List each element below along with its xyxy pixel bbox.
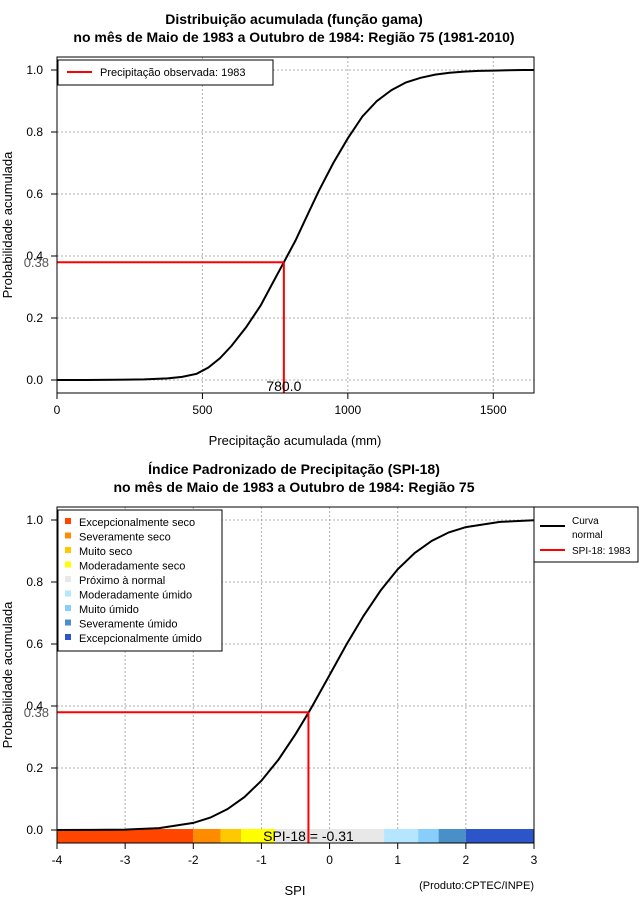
chart2-x-ticks: -4 -3 -2 -1 0 1 2 3 xyxy=(52,843,538,867)
legend-swatch xyxy=(65,590,71,597)
c2-x-tick-label: -2 xyxy=(188,853,199,867)
c2-x-tick-label: -1 xyxy=(256,853,267,867)
legend-item-label: Excepcionalmente úmido xyxy=(79,633,202,645)
chart2: Índice Padronizado de Precipitação (SPI-… xyxy=(0,461,639,898)
c1-y-tick-label: 0.4 xyxy=(26,249,43,263)
legend-swatch xyxy=(65,518,71,524)
spi-category-band xyxy=(384,829,419,843)
legend-swatch xyxy=(65,532,71,539)
legend-swatch xyxy=(65,547,71,553)
c2-y-tick-label: 0.0 xyxy=(26,823,43,837)
chart1-marker-group xyxy=(57,261,285,393)
c1-x-tick-label: 0 xyxy=(54,403,61,417)
chart1: Distribuição acumulada (função gama) no … xyxy=(0,11,535,448)
chart1-gamma-curve xyxy=(57,69,534,381)
chart2-credit: (Produto:CPTEC/INPE) xyxy=(419,880,534,892)
c1-y-tick-label: 0.2 xyxy=(26,311,43,325)
chart2-category-bands xyxy=(57,829,534,843)
c2-x-tick-label: 3 xyxy=(531,853,538,867)
chart2-category-legend-box xyxy=(57,509,223,652)
spi-category-band xyxy=(465,829,534,843)
legend-swatch xyxy=(65,561,71,568)
chart2-annotation-spi-value: SPI-18 = -0.31 xyxy=(263,828,354,844)
c1-y-tick-label: 0.8 xyxy=(26,125,43,139)
legend-item-label: Severamente úmido xyxy=(79,619,177,631)
c2-y-tick-label: 1.0 xyxy=(26,513,43,527)
chart1-annotation-x-value: 780.0 xyxy=(266,378,301,394)
chart2-plot-frame xyxy=(56,506,535,844)
c2-x-tick-label: 2 xyxy=(463,853,470,867)
spi-category-band xyxy=(57,829,194,843)
chart2-title: Índice Padronizado de Precipitação (SPI-… xyxy=(148,461,440,477)
chart2-legend-curve-label-2: normal xyxy=(572,530,603,541)
legend-swatch xyxy=(65,619,71,626)
c2-x-tick-label: 1 xyxy=(394,853,401,867)
c2-y-tick-label: 0.2 xyxy=(26,761,43,775)
chart2-legend-curve-label-1: Curva xyxy=(572,516,599,527)
chart1-legend-label: Precipitação observada: 1983 xyxy=(100,67,246,79)
legend-swatch xyxy=(65,605,71,611)
legend-item-label: Excepcionalmente seco xyxy=(79,517,195,529)
chart2-subtitle: no mês de Maio de 1983 a Outubro de 1984… xyxy=(113,479,474,495)
chart2-annotation-y-value: 0.38 xyxy=(24,705,49,720)
chart2-normal-curve xyxy=(56,519,535,831)
chart1-x-ticks: 0 500 1000 1500 xyxy=(54,393,507,417)
chart2-legend-spi-label: SPI-18: 1983 xyxy=(572,546,631,557)
chart2-curve-legend: Curva normal SPI-18: 1983 xyxy=(533,506,639,563)
chart1-subtitle: no mês de Maio de 1983 a Outubro de 1984… xyxy=(73,29,514,45)
chart1-y-ticks: 0.0 0.2 0.4 0.6 0.8 1.0 xyxy=(26,63,57,387)
c1-x-tick-label: 1000 xyxy=(335,403,362,417)
spi-category-band xyxy=(418,829,439,843)
c2-x-tick-label: -3 xyxy=(120,853,131,867)
spi-category-band xyxy=(240,829,276,843)
chart1-annotation-y-value: 0.38 xyxy=(24,255,49,270)
spi-category-band xyxy=(193,829,221,843)
legend-item-label: Severamente seco xyxy=(79,532,171,544)
c2-y-tick-label: 0.4 xyxy=(26,699,43,713)
c1-y-tick-label: 0.6 xyxy=(26,187,43,201)
c1-x-tick-label: 1500 xyxy=(480,403,507,417)
c1-x-tick-label: 500 xyxy=(192,403,212,417)
legend-item-label: Moderadamente seco xyxy=(79,561,185,573)
spi-category-band xyxy=(220,829,241,843)
chart2-y-axis-label: Probabilidade acumulada xyxy=(0,601,15,748)
spi-category-band xyxy=(438,829,466,843)
c2-x-tick-label: -4 xyxy=(52,853,63,867)
chart1-x-axis-label: Precipitação acumulada (mm) xyxy=(209,433,382,448)
c1-y-tick-label: 0.0 xyxy=(26,373,43,387)
c1-y-tick-label: 1.0 xyxy=(26,63,43,77)
legend-item-label: Muito seco xyxy=(79,546,132,558)
chart1-gridlines xyxy=(56,57,534,393)
legend-item-label: Próximo à normal xyxy=(79,575,165,587)
legend-item-label: Muito úmido xyxy=(79,604,139,616)
legend-swatch xyxy=(65,634,71,640)
c2-x-tick-label: 0 xyxy=(326,853,333,867)
chart2-curve-legend-box xyxy=(533,506,639,563)
legend-swatch xyxy=(65,576,71,582)
chart2-marker-group xyxy=(57,711,310,843)
chart1-legend-box xyxy=(57,59,274,86)
chart2-x-axis-label: SPI xyxy=(285,883,306,898)
c2-y-tick-label: 0.6 xyxy=(26,637,43,651)
chart1-y-axis-label: Probabilidade acumulada xyxy=(0,151,15,298)
c2-y-tick-label: 0.8 xyxy=(26,575,43,589)
spi-category-band xyxy=(275,829,385,843)
chart2-category-legend: Excepcionalmente seco Severamente seco Mui… xyxy=(57,509,223,652)
chart1-title: Distribuição acumulada (função gama) xyxy=(165,11,423,27)
chart2-y-ticks: 0.0 0.2 0.4 0.6 0.8 1.0 xyxy=(26,513,57,837)
chart1-plot-frame xyxy=(56,56,535,394)
legend-item-label: Moderadamente úmido xyxy=(79,590,192,602)
chart1-legend: Precipitação observada: 1983 xyxy=(57,59,274,86)
